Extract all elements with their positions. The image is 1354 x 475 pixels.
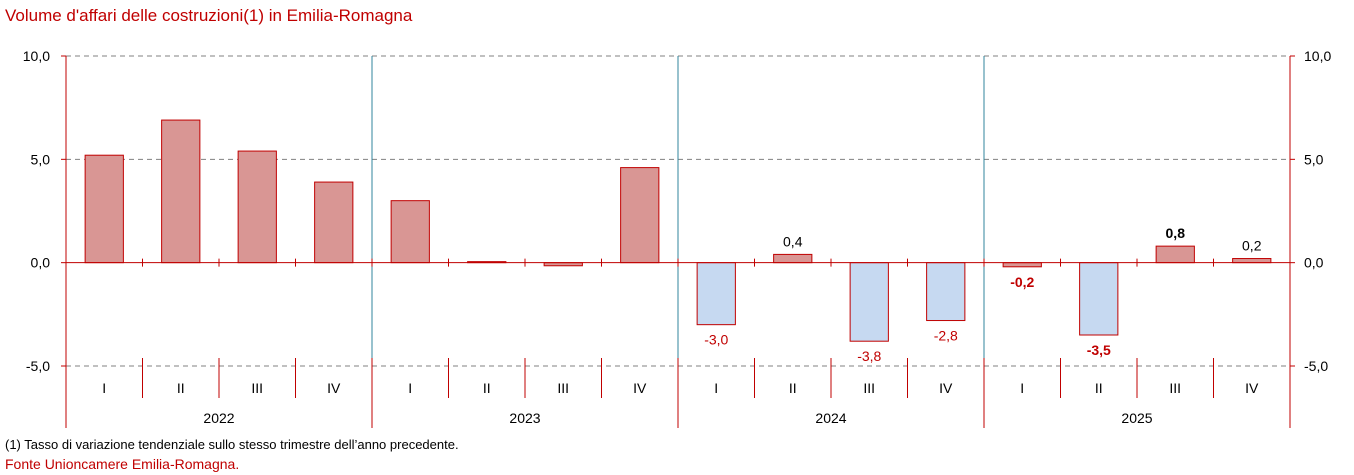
quarter-label: II (483, 380, 491, 396)
quarter-label: II (177, 380, 185, 396)
bar (390, 200, 430, 264)
y-tick-label-left: -5,0 (26, 358, 50, 374)
bar (696, 262, 736, 326)
year-label: 2023 (509, 410, 540, 426)
quarter-label: III (863, 380, 875, 396)
data-label: -0,2 (1010, 274, 1034, 290)
y-tick-label-left: 10,0 (23, 48, 50, 64)
year-label: 2022 (203, 410, 234, 426)
y-tick-label-left: 0,0 (31, 255, 51, 271)
bar (1002, 262, 1042, 268)
quarter-label: III (557, 380, 569, 396)
bar (849, 262, 889, 342)
bar (1155, 245, 1195, 264)
bar (314, 181, 354, 264)
y-tick-label-left: 5,0 (31, 151, 51, 167)
footnote: (1) Tasso di variazione tendenziale sull… (5, 437, 459, 452)
data-label: 0,4 (783, 233, 803, 249)
year-label: 2025 (1121, 410, 1152, 426)
bar (1232, 258, 1272, 264)
bar (1079, 262, 1119, 336)
data-label: -2,8 (934, 328, 958, 344)
quarter-label: I (1020, 380, 1024, 396)
quarter-label: I (408, 380, 412, 396)
year-label: 2024 (815, 410, 846, 426)
bar (926, 262, 966, 322)
bar (237, 150, 277, 264)
data-label: 0,8 (1166, 225, 1186, 241)
bar (620, 167, 660, 264)
quarter-label: IV (327, 380, 341, 396)
bar (161, 119, 201, 264)
y-tick-label-right: 5,0 (1304, 151, 1324, 167)
quarter-label: IV (1245, 380, 1259, 396)
quarter-label: III (251, 380, 263, 396)
y-tick-label-right: -5,0 (1304, 358, 1328, 374)
y-tick-label-right: 10,0 (1304, 48, 1331, 64)
quarter-label: I (102, 380, 106, 396)
source-note: Fonte Unioncamere Emilia-Romagna. (5, 456, 240, 472)
data-label: -3,0 (704, 332, 728, 348)
quarter-label: II (1095, 380, 1103, 396)
quarter-label: I (714, 380, 718, 396)
bar (773, 253, 813, 264)
quarter-label: IV (939, 380, 953, 396)
data-label: -3,8 (857, 348, 881, 364)
chart-title: Volume d'affari delle costruzioni(1) in … (5, 6, 413, 25)
bar (84, 154, 124, 264)
y-tick-label-right: 0,0 (1304, 255, 1324, 271)
data-label: -3,5 (1087, 342, 1111, 358)
quarter-label: II (789, 380, 797, 396)
data-label: 0,2 (1242, 238, 1262, 254)
quarter-label: III (1169, 380, 1181, 396)
quarter-label: IV (633, 380, 647, 396)
